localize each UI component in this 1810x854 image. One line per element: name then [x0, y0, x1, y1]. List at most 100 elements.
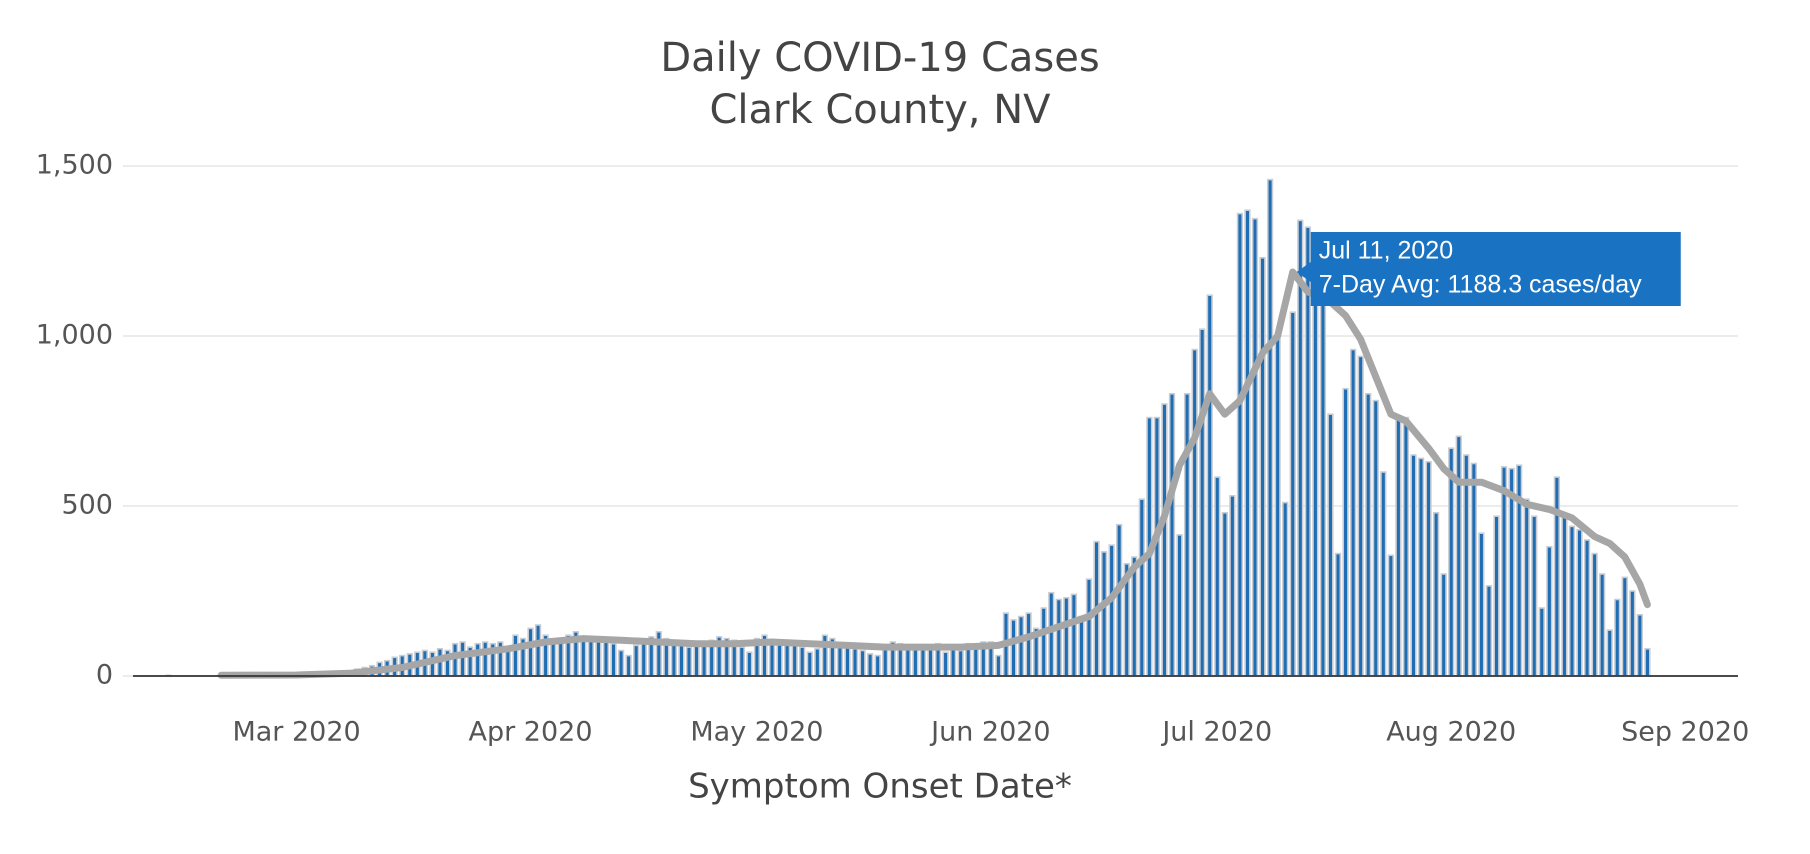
bar: [1229, 494, 1236, 677]
bar: [1470, 462, 1478, 677]
bar: [1410, 454, 1417, 677]
bar: [1214, 476, 1221, 677]
x-tick-label: Jun 2020: [929, 717, 1050, 748]
bar: [459, 641, 466, 677]
bar: [799, 646, 806, 677]
tooltip-box: [1296, 231, 1681, 306]
bar: [1478, 532, 1485, 677]
bar: [768, 642, 776, 677]
x-axis-title: Symptom Onset Date*: [688, 767, 1072, 807]
bar: [1100, 551, 1108, 677]
bar: [1531, 515, 1538, 677]
bar: [1380, 471, 1387, 677]
bar: [527, 627, 534, 677]
bar: [550, 642, 557, 677]
bar: [1455, 435, 1462, 677]
y-tick-label: 1,500: [36, 150, 113, 181]
bar: [1138, 498, 1145, 677]
bar: [625, 654, 632, 677]
bar: [1055, 598, 1062, 677]
bar: [1614, 598, 1621, 677]
bar: [602, 641, 610, 677]
chart-subtitle: Clark County, NV: [709, 87, 1051, 133]
bar: [587, 639, 595, 677]
bar: [474, 642, 481, 677]
bar: [451, 642, 459, 677]
bar: [685, 646, 693, 677]
bar: [482, 641, 489, 677]
bar: [1063, 596, 1070, 677]
bar: [1365, 392, 1372, 677]
bar: [851, 647, 859, 677]
bar: [1025, 612, 1032, 677]
bar: [806, 651, 813, 677]
bar: [1485, 585, 1493, 677]
bar: [512, 634, 519, 677]
bar: [1017, 615, 1025, 677]
bar: [791, 644, 798, 677]
bar: [1387, 554, 1394, 677]
bar: [1644, 647, 1651, 677]
bar: [1425, 460, 1432, 677]
x-tick-label: Jul 2020: [1160, 717, 1272, 748]
bar: [1553, 476, 1561, 677]
bar: [1168, 392, 1176, 677]
bar: [595, 637, 602, 677]
bar: [1327, 413, 1334, 677]
bar: [746, 651, 753, 677]
bar: [1108, 544, 1115, 677]
bar: [859, 649, 866, 677]
bar: [1357, 355, 1364, 677]
bar: [1599, 573, 1606, 677]
bar: [1312, 284, 1319, 677]
bar: [1568, 525, 1576, 677]
bar: [874, 654, 881, 677]
y-tick-label: 1,000: [36, 320, 113, 351]
bar: [1546, 545, 1553, 677]
bar: [1010, 619, 1017, 677]
bar: [1402, 416, 1410, 677]
bar: [836, 644, 844, 677]
bar: [1448, 447, 1455, 677]
bar: [912, 647, 919, 677]
y-tick-label: 0: [96, 660, 113, 691]
bar: [1085, 578, 1093, 677]
bar: [942, 651, 949, 677]
bar: [1251, 217, 1259, 677]
bar: [1417, 457, 1425, 677]
bar: [1629, 590, 1636, 677]
bar: [1606, 629, 1613, 677]
bar: [633, 644, 640, 677]
x-tick-label: Sep 2020: [1621, 717, 1749, 748]
bar: [1334, 552, 1342, 677]
bar: [1636, 613, 1644, 677]
bar: [1183, 392, 1191, 677]
bar: [670, 642, 678, 677]
bar: [1319, 290, 1327, 677]
x-tick-label: Aug 2020: [1386, 717, 1516, 748]
bar: [882, 646, 889, 677]
x-tick-label: May 2020: [690, 717, 823, 748]
bar: [1236, 212, 1244, 677]
bar: [580, 636, 587, 677]
bar: [1591, 552, 1598, 677]
bar: [1070, 593, 1078, 677]
bar: [1116, 523, 1123, 677]
bar: [1176, 534, 1183, 677]
bar: [995, 654, 1002, 677]
bar: [617, 649, 625, 677]
bar: [1266, 178, 1274, 677]
bar: [1342, 387, 1349, 677]
tooltip: Jul 11, 2020 7-Day Avg: 1188.3 cases/day: [1296, 231, 1681, 306]
bar: [1372, 399, 1379, 677]
bar: [678, 644, 685, 677]
bar: [950, 647, 957, 677]
bar: [1259, 256, 1266, 677]
bar: [534, 624, 542, 677]
x-tick-label: Apr 2020: [469, 717, 593, 748]
bar: [640, 641, 647, 677]
y-tick-label: 500: [61, 490, 113, 521]
bar: [1493, 515, 1500, 677]
bar: [1500, 466, 1508, 677]
